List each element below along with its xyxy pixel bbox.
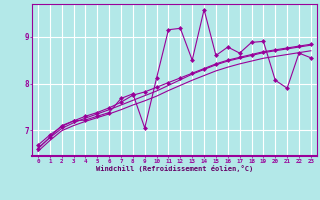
X-axis label: Windchill (Refroidissement éolien,°C): Windchill (Refroidissement éolien,°C) [96, 165, 253, 172]
